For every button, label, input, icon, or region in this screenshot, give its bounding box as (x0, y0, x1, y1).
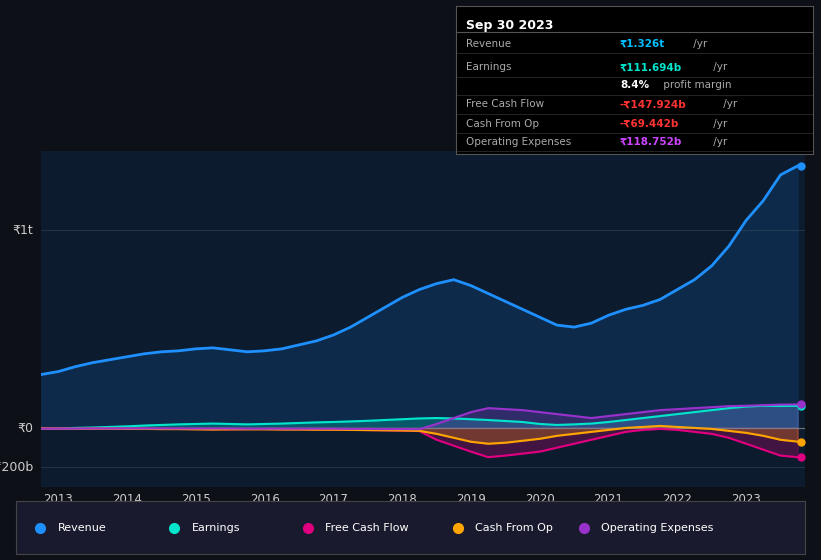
Text: 2022: 2022 (663, 493, 692, 506)
Text: /yr: /yr (720, 100, 737, 110)
Text: 2023: 2023 (732, 493, 761, 506)
Text: 2018: 2018 (388, 493, 417, 506)
Text: 2019: 2019 (456, 493, 486, 506)
Text: profit margin: profit margin (660, 80, 732, 90)
Text: ₹111.694b: ₹111.694b (620, 62, 682, 72)
Text: Operating Expenses: Operating Expenses (601, 523, 713, 533)
Text: 2016: 2016 (250, 493, 279, 506)
Text: 8.4%: 8.4% (620, 80, 649, 90)
Text: 2020: 2020 (525, 493, 555, 506)
Text: -₹200b: -₹200b (0, 461, 34, 474)
Text: -₹69.442b: -₹69.442b (620, 119, 679, 129)
Text: Cash From Op: Cash From Op (475, 523, 553, 533)
Text: 2013: 2013 (44, 493, 73, 506)
Text: Operating Expenses: Operating Expenses (466, 137, 571, 147)
Text: Cash From Op: Cash From Op (466, 119, 539, 129)
Text: Free Cash Flow: Free Cash Flow (466, 100, 544, 110)
Text: ₹1.326t: ₹1.326t (620, 39, 665, 49)
Text: ₹1t: ₹1t (12, 224, 34, 237)
Text: 2015: 2015 (181, 493, 211, 506)
Text: /yr: /yr (710, 119, 727, 129)
Text: /yr: /yr (710, 62, 727, 72)
Text: 2014: 2014 (112, 493, 142, 506)
Text: /yr: /yr (710, 137, 727, 147)
Text: 2021: 2021 (594, 493, 623, 506)
Text: /yr: /yr (690, 39, 707, 49)
Text: -₹147.924b: -₹147.924b (620, 100, 686, 110)
Text: Free Cash Flow: Free Cash Flow (325, 523, 409, 533)
Text: 2017: 2017 (319, 493, 348, 506)
Text: Revenue: Revenue (57, 523, 106, 533)
Text: Revenue: Revenue (466, 39, 511, 49)
Text: Sep 30 2023: Sep 30 2023 (466, 19, 553, 32)
Text: Earnings: Earnings (466, 62, 511, 72)
Text: ₹118.752b: ₹118.752b (620, 137, 682, 147)
Text: ₹0: ₹0 (17, 422, 34, 435)
Text: Earnings: Earnings (191, 523, 240, 533)
